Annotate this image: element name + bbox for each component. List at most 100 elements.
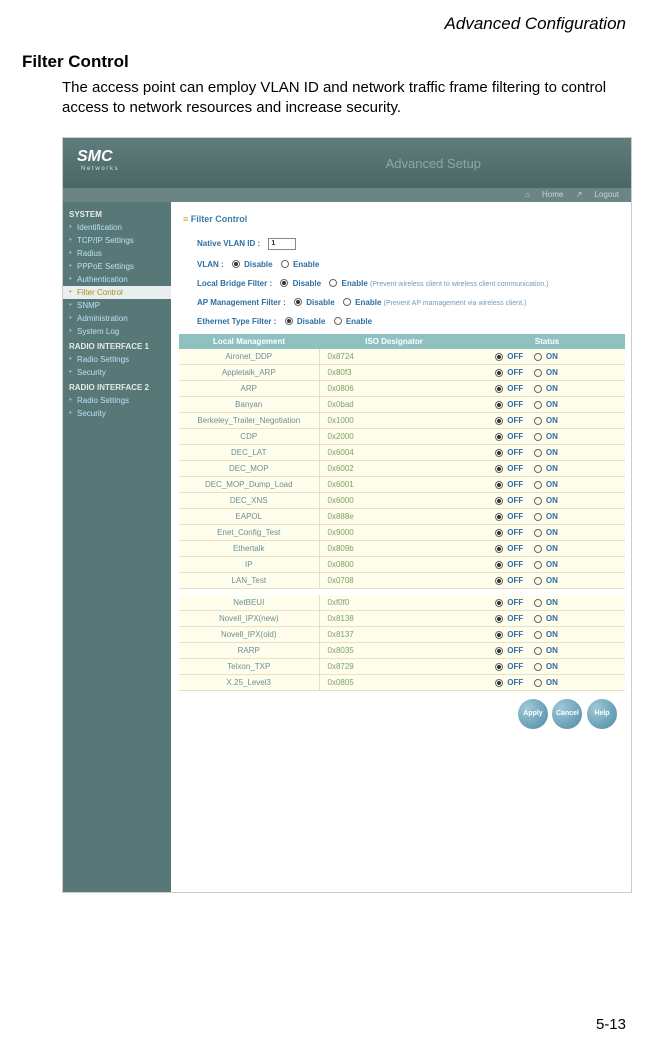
on-radio[interactable] bbox=[534, 449, 542, 457]
proto-status: OFF ON bbox=[469, 611, 625, 627]
proto-name: DEC_MOP_Dump_Load bbox=[179, 477, 319, 493]
on-radio[interactable] bbox=[534, 433, 542, 441]
sidebar-item[interactable]: Radio Settings bbox=[63, 394, 171, 407]
proto-name: Telxon_TXP bbox=[179, 659, 319, 675]
off-radio[interactable] bbox=[495, 529, 503, 537]
off-radio[interactable] bbox=[495, 599, 503, 607]
on-radio[interactable] bbox=[534, 631, 542, 639]
on-radio[interactable] bbox=[534, 353, 542, 361]
off-radio[interactable] bbox=[495, 385, 503, 393]
proto-name: Banyan bbox=[179, 397, 319, 413]
ether-enable-radio[interactable] bbox=[334, 317, 342, 325]
proto-iso: 0x6001 bbox=[319, 477, 469, 493]
on-radio[interactable] bbox=[534, 647, 542, 655]
off-radio[interactable] bbox=[495, 647, 503, 655]
sidebar-item[interactable]: Identification bbox=[63, 221, 171, 234]
proto-status: OFF ON bbox=[469, 595, 625, 611]
screenshot-panel: SMC N e t w o r k s Advanced Setup ⌂ Hom… bbox=[62, 137, 632, 893]
apmgmt-enable-radio[interactable] bbox=[343, 298, 351, 306]
off-radio[interactable] bbox=[495, 433, 503, 441]
on-radio[interactable] bbox=[534, 497, 542, 505]
off-radio[interactable] bbox=[495, 545, 503, 553]
proto-name: Novell_IPX(old) bbox=[179, 627, 319, 643]
on-radio[interactable] bbox=[534, 465, 542, 473]
proto-name: Aironet_DDP bbox=[179, 349, 319, 365]
sidebar-item[interactable]: PPPoE Settings bbox=[63, 260, 171, 273]
sidebar-item[interactable]: Security bbox=[63, 407, 171, 420]
off-radio[interactable] bbox=[495, 369, 503, 377]
bridge-enable-radio[interactable] bbox=[329, 279, 337, 287]
off-radio[interactable] bbox=[495, 497, 503, 505]
proto-status: OFF ON bbox=[469, 659, 625, 675]
on-radio[interactable] bbox=[534, 615, 542, 623]
off-radio[interactable] bbox=[495, 401, 503, 409]
on-radio[interactable] bbox=[534, 577, 542, 585]
on-radio[interactable] bbox=[534, 401, 542, 409]
ether-disable-radio[interactable] bbox=[285, 317, 293, 325]
off-radio[interactable] bbox=[495, 513, 503, 521]
on-radio[interactable] bbox=[534, 481, 542, 489]
protocol-table: Local Management ISO Designator Status A… bbox=[179, 334, 625, 692]
off-radio[interactable] bbox=[495, 465, 503, 473]
sidebar-item[interactable]: Radius bbox=[63, 247, 171, 260]
off-radio[interactable] bbox=[495, 561, 503, 569]
proto-status: OFF ON bbox=[469, 643, 625, 659]
col-local: Local Management bbox=[179, 334, 319, 349]
proto-iso: 0x8138 bbox=[319, 611, 469, 627]
on-radio[interactable] bbox=[534, 663, 542, 671]
off-radio[interactable] bbox=[495, 417, 503, 425]
on-radio[interactable] bbox=[534, 561, 542, 569]
on-radio[interactable] bbox=[534, 417, 542, 425]
table-row: Telxon_TXP0x8729 OFF ON bbox=[179, 659, 625, 675]
home-link[interactable]: ⌂ Home bbox=[525, 190, 563, 199]
off-radio[interactable] bbox=[495, 663, 503, 671]
sidebar-item[interactable]: System Log bbox=[63, 325, 171, 338]
logout-link[interactable]: ↗ Logout bbox=[576, 190, 619, 199]
sidebar-item[interactable]: Radio Settings bbox=[63, 353, 171, 366]
on-radio[interactable] bbox=[534, 545, 542, 553]
col-iso: ISO Designator bbox=[319, 334, 469, 349]
section-desc: The access point can employ VLAN ID and … bbox=[0, 76, 654, 131]
table-row: Novell_IPX(old)0x8137 OFF ON bbox=[179, 627, 625, 643]
proto-name: X.25_Level3 bbox=[179, 675, 319, 691]
off-radio[interactable] bbox=[495, 481, 503, 489]
table-row: CDP0x2000 OFF ON bbox=[179, 429, 625, 445]
on-radio[interactable] bbox=[534, 599, 542, 607]
off-radio[interactable] bbox=[495, 679, 503, 687]
proto-iso: 0x0805 bbox=[319, 675, 469, 691]
sidebar-item[interactable]: Filter Control bbox=[63, 286, 171, 299]
on-radio[interactable] bbox=[534, 513, 542, 521]
apmgmt-disable-radio[interactable] bbox=[294, 298, 302, 306]
sidebar-item[interactable]: Administration bbox=[63, 312, 171, 325]
off-radio[interactable] bbox=[495, 353, 503, 361]
off-radio[interactable] bbox=[495, 449, 503, 457]
content-title: Filter Control bbox=[183, 214, 625, 224]
native-vlan-input[interactable]: 1 bbox=[268, 238, 296, 250]
off-radio[interactable] bbox=[495, 577, 503, 585]
proto-name: RARP bbox=[179, 643, 319, 659]
sidebar-item[interactable]: Authentication bbox=[63, 273, 171, 286]
table-row: Banyan0x0bad OFF ON bbox=[179, 397, 625, 413]
sidebar-item[interactable]: Security bbox=[63, 366, 171, 379]
on-radio[interactable] bbox=[534, 369, 542, 377]
proto-name: DEC_XNS bbox=[179, 493, 319, 509]
table-row: EAPOL0x888e OFF ON bbox=[179, 509, 625, 525]
proto-status: OFF ON bbox=[469, 365, 625, 381]
proto-status: OFF ON bbox=[469, 429, 625, 445]
off-radio[interactable] bbox=[495, 631, 503, 639]
bridge-disable-radio[interactable] bbox=[280, 279, 288, 287]
on-radio[interactable] bbox=[534, 679, 542, 687]
vlan-enable-radio[interactable] bbox=[281, 260, 289, 268]
cancel-button[interactable]: Cancel bbox=[552, 699, 582, 729]
sidebar-item[interactable]: SNMP bbox=[63, 299, 171, 312]
proto-status: OFF ON bbox=[469, 573, 625, 589]
off-radio[interactable] bbox=[495, 615, 503, 623]
apply-button[interactable]: Apply bbox=[518, 699, 548, 729]
field-vlan: VLAN : Disable Enable bbox=[197, 260, 625, 269]
proto-iso: 0x8729 bbox=[319, 659, 469, 675]
vlan-disable-radio[interactable] bbox=[232, 260, 240, 268]
sidebar-item[interactable]: TCP/IP Settings bbox=[63, 234, 171, 247]
help-button[interactable]: Help bbox=[587, 699, 617, 729]
on-radio[interactable] bbox=[534, 529, 542, 537]
on-radio[interactable] bbox=[534, 385, 542, 393]
